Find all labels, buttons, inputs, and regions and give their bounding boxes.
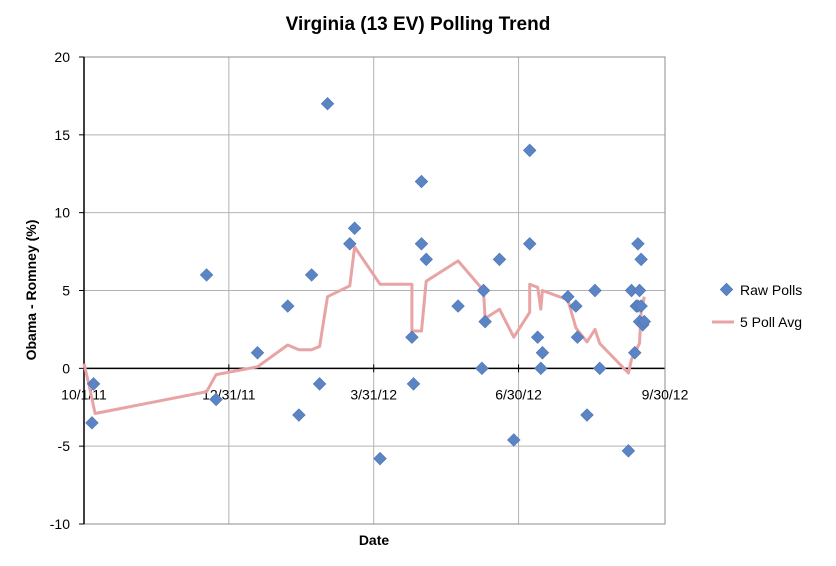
raw-poll-point — [475, 361, 489, 376]
x-tick-label: 9/30/12 — [642, 386, 689, 402]
raw-poll-point — [281, 299, 295, 313]
y-tick-label: 10 — [54, 205, 70, 221]
raw-poll-point — [634, 299, 648, 313]
raw-poll-point — [580, 408, 594, 422]
x-tick-label: 3/31/12 — [350, 386, 397, 402]
raw-poll-point — [312, 377, 327, 391]
raw-poll-point — [414, 174, 429, 189]
raw-poll-point — [451, 299, 465, 313]
raw-poll-point — [624, 283, 639, 298]
y-tick-labels: -10 -5 0 5 10 15 20 — [50, 49, 84, 532]
raw-poll-point — [569, 299, 583, 313]
raw-poll-point — [522, 143, 537, 158]
raw-poll-point — [522, 237, 537, 251]
raw-poll-point — [199, 268, 214, 282]
y-tick-label: 15 — [54, 127, 70, 143]
raw-poll-point — [414, 237, 429, 251]
raw-poll-point — [621, 444, 636, 458]
raw-poll-point — [530, 330, 545, 344]
raw-poll-point — [492, 252, 507, 267]
raw-poll-point — [250, 346, 265, 360]
x-tick-label: 10/1/11 — [61, 386, 107, 402]
x-axis-label: Date — [359, 532, 390, 548]
raw-poll-point — [628, 346, 642, 360]
legend-label-raw-polls: Raw Polls — [740, 282, 802, 298]
x-tick-label: 6/30/12 — [495, 386, 542, 402]
raw-poll-point — [320, 96, 335, 111]
raw-poll-point — [570, 330, 585, 344]
raw-poll-point — [209, 392, 223, 407]
raw-poll-point — [631, 237, 645, 251]
raw-poll-point — [637, 314, 652, 329]
y-axis-label: Obama - Romney (%) — [23, 220, 39, 361]
raw-poll-point — [507, 433, 521, 447]
raw-poll-point — [373, 451, 387, 466]
raw-poll-point — [632, 283, 647, 298]
raw-poll-point — [478, 314, 492, 329]
y-tick-label: 0 — [62, 360, 70, 376]
raw-polls-series — [85, 96, 652, 466]
raw-poll-point — [634, 252, 648, 267]
legend: Raw Polls 5 Poll Avg — [712, 282, 802, 330]
legend-label-5-poll-avg: 5 Poll Avg — [740, 314, 802, 330]
raw-poll-point — [561, 290, 575, 304]
raw-poll-point — [343, 237, 357, 251]
raw-poll-point — [304, 268, 319, 282]
raw-poll-point — [292, 408, 306, 422]
raw-poll-point — [406, 377, 421, 391]
raw-poll-point — [405, 330, 419, 344]
raw-poll-point — [588, 283, 602, 298]
raw-poll-point — [419, 252, 433, 267]
raw-poll-point — [347, 221, 362, 235]
raw-poll-point — [535, 346, 550, 360]
raw-poll-point — [593, 361, 607, 376]
raw-poll-point — [534, 361, 548, 376]
raw-poll-point — [85, 416, 99, 430]
chart-title: Virginia (13 EV) Polling Trend — [286, 14, 551, 35]
y-tick-label: -10 — [50, 516, 70, 532]
raw-poll-point — [86, 377, 101, 391]
y-tick-label: -5 — [58, 438, 71, 454]
y-tick-label: 5 — [62, 283, 70, 299]
raw-poll-point — [476, 283, 491, 298]
legend-marker-raw-polls — [719, 282, 734, 297]
y-tick-label: 20 — [54, 49, 70, 65]
